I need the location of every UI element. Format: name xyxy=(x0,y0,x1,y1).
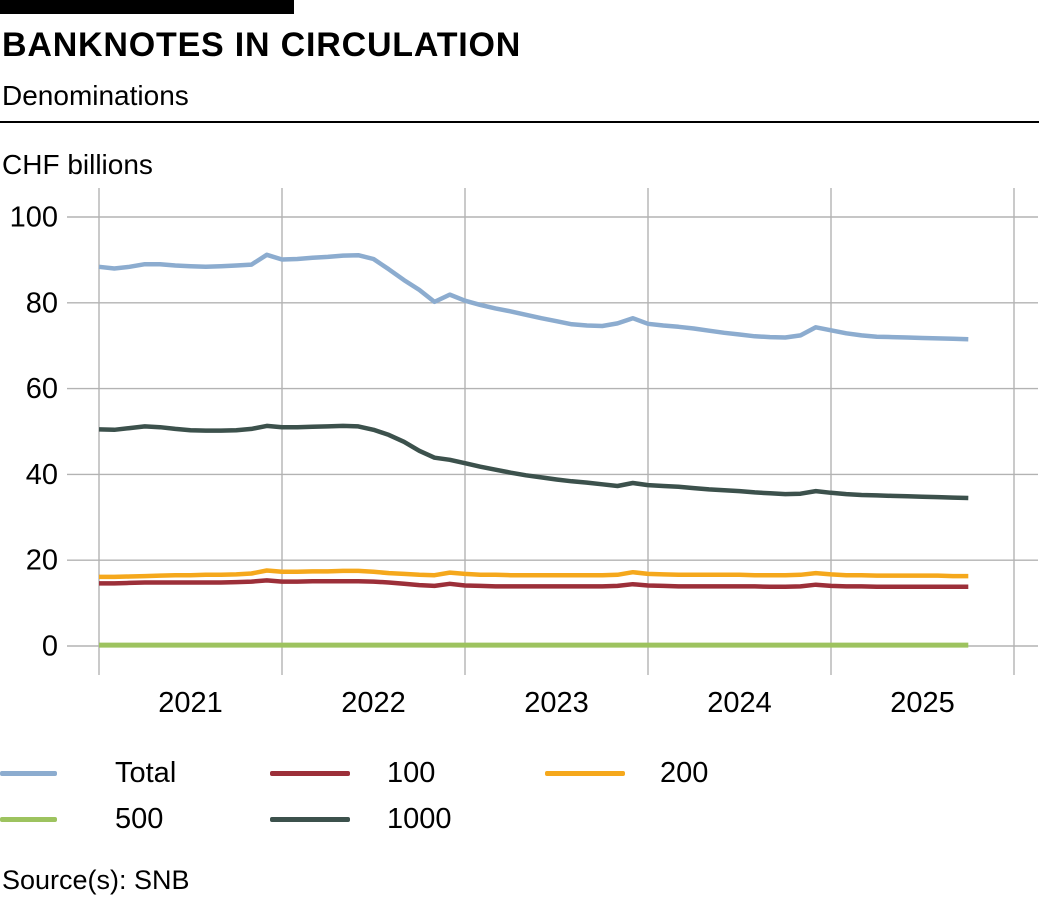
legend-label-1000: 1000 xyxy=(387,803,452,835)
y-axis-tick-label: 20 xyxy=(26,545,58,577)
y-axis-tick-label: 0 xyxy=(42,631,58,663)
legend-swatch-total xyxy=(0,770,57,776)
x-axis-tick-label: 2023 xyxy=(524,687,589,719)
y-axis-tick-label: 80 xyxy=(26,287,58,319)
legend-swatch-500 xyxy=(0,816,57,822)
legend-item-total[interactable]: Total xyxy=(0,756,176,790)
source-text: Source(s): SNB xyxy=(2,865,190,895)
page-title: BANKNOTES IN CIRCULATION xyxy=(2,26,522,64)
series-line-100[interactable] xyxy=(99,578,969,590)
x-axis-tick-label: 2025 xyxy=(890,687,955,719)
legend-label-200: 200 xyxy=(660,757,709,789)
header-divider xyxy=(0,121,1039,123)
x-axis-tick-label: 2024 xyxy=(707,687,772,719)
series-line-1000[interactable] xyxy=(98,423,969,501)
legend-swatch-1000 xyxy=(270,816,350,822)
y-axis-tick-label: 40 xyxy=(26,459,58,491)
legend-item-500[interactable]: 500 xyxy=(0,802,163,836)
series-line-200[interactable] xyxy=(99,568,969,580)
series-line-total[interactable] xyxy=(98,252,969,342)
legend-swatch-200 xyxy=(545,770,625,776)
legend-item-1000[interactable]: 1000 xyxy=(270,802,452,836)
header-accent-bar xyxy=(0,0,294,14)
legend-item-200[interactable]: 200 xyxy=(545,756,708,790)
page-subtitle: Denominations xyxy=(2,80,189,111)
legend-label-500: 500 xyxy=(115,803,164,835)
legend-item-100[interactable]: 100 xyxy=(270,756,435,790)
y-axis-tick-label: 100 xyxy=(10,202,58,234)
line-chart: 0 20 40 60 80 100 2021 2022 2023 2024 2025 xyxy=(10,188,1038,719)
x-axis-tick-label: 2021 xyxy=(158,687,223,719)
legend-label-total: Total xyxy=(115,757,177,789)
legend-label-100: 100 xyxy=(387,757,436,789)
x-axis-tick-label: 2022 xyxy=(341,687,406,719)
y-axis-tick-label: 60 xyxy=(26,373,58,405)
legend-swatch-100 xyxy=(270,770,350,776)
y-axis-unit-label: CHF billions xyxy=(2,149,153,180)
